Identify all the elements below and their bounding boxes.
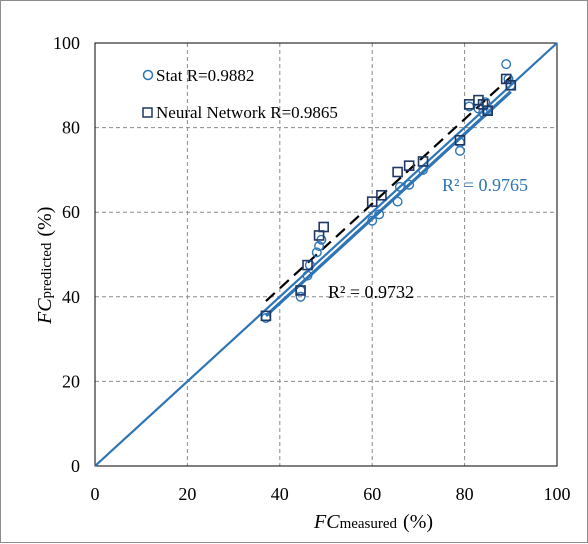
- identity-line: [94, 42, 558, 467]
- y-axis-label-main: FC: [34, 298, 56, 325]
- y-axis-label-sub: predicted: [39, 242, 55, 298]
- x-axis-label-unit: (%): [403, 511, 433, 533]
- grid-lines: [95, 43, 557, 466]
- y-tick-labels: 0 20 40 60 80 100: [53, 33, 80, 476]
- y-tick-label: 40: [62, 287, 80, 307]
- x-tick-label: 60: [363, 484, 381, 504]
- trendline-stat: [264, 90, 512, 318]
- neural-network-point: [454, 134, 466, 146]
- neural-network-point: [376, 189, 387, 201]
- x-tick-label: 100: [544, 484, 571, 504]
- neural-network-point: [318, 221, 329, 233]
- stat-point: [302, 270, 313, 281]
- neural-network-point: [505, 80, 517, 91]
- stat-point: [374, 209, 385, 220]
- legend: Stat R=0.9882 Neural Network R=0.9865: [142, 66, 338, 122]
- y-axis-label: FCpredicted (%): [34, 207, 56, 325]
- x-tick-labels: 0 20 40 60 80 100: [91, 484, 571, 504]
- legend-marker-nn: [142, 107, 153, 118]
- data-points: [260, 59, 517, 323]
- x-axis-label-main: FC: [313, 511, 340, 533]
- stat-point: [404, 179, 415, 190]
- y-axis-label-unit: (%): [34, 207, 56, 237]
- x-tick-label: 40: [271, 484, 289, 504]
- neural-network-point: [403, 160, 415, 171]
- trendline-neural-network: [265, 76, 512, 302]
- r2-label-stat: R² = 0.9765: [442, 175, 528, 195]
- y-tick-label: 20: [62, 371, 80, 391]
- y-tick-label: 0: [71, 456, 80, 476]
- stat-point: [295, 291, 306, 302]
- fit-lines: [94, 42, 558, 467]
- x-axis-label: FCmeasured (%): [313, 511, 433, 533]
- y-tick-label: 60: [62, 202, 80, 222]
- stat-point: [394, 181, 405, 192]
- neural-network-point: [302, 259, 313, 271]
- x-tick-label: 20: [178, 484, 196, 504]
- legend-label-nn: Neural Network R=0.9865: [156, 103, 338, 122]
- stat-point: [367, 215, 378, 226]
- stat-point: [392, 196, 403, 207]
- y-tick-label: 100: [53, 33, 80, 53]
- legend-label-stat: Stat R=0.9882: [156, 66, 254, 85]
- x-tick-label: 80: [456, 484, 474, 504]
- y-tick-label: 80: [62, 118, 80, 138]
- stat-point: [295, 285, 306, 296]
- x-tick-label: 0: [91, 484, 100, 504]
- stat-point: [501, 59, 512, 70]
- r2-label-nn: R² = 0.9732: [328, 282, 414, 302]
- plot-area-border: [94, 42, 558, 467]
- neural-network-point: [295, 285, 306, 296]
- stat-point: [314, 241, 325, 252]
- neural-network-point: [366, 196, 378, 207]
- neural-network-point: [417, 156, 429, 167]
- neural-network-point: [392, 166, 403, 178]
- x-axis-label-sub: measured: [340, 516, 398, 532]
- legend-marker-stat: [142, 69, 154, 81]
- stat-point: [454, 145, 465, 156]
- neural-network-point: [260, 310, 272, 322]
- neural-network-point: [482, 105, 494, 116]
- stat-point: [311, 247, 322, 258]
